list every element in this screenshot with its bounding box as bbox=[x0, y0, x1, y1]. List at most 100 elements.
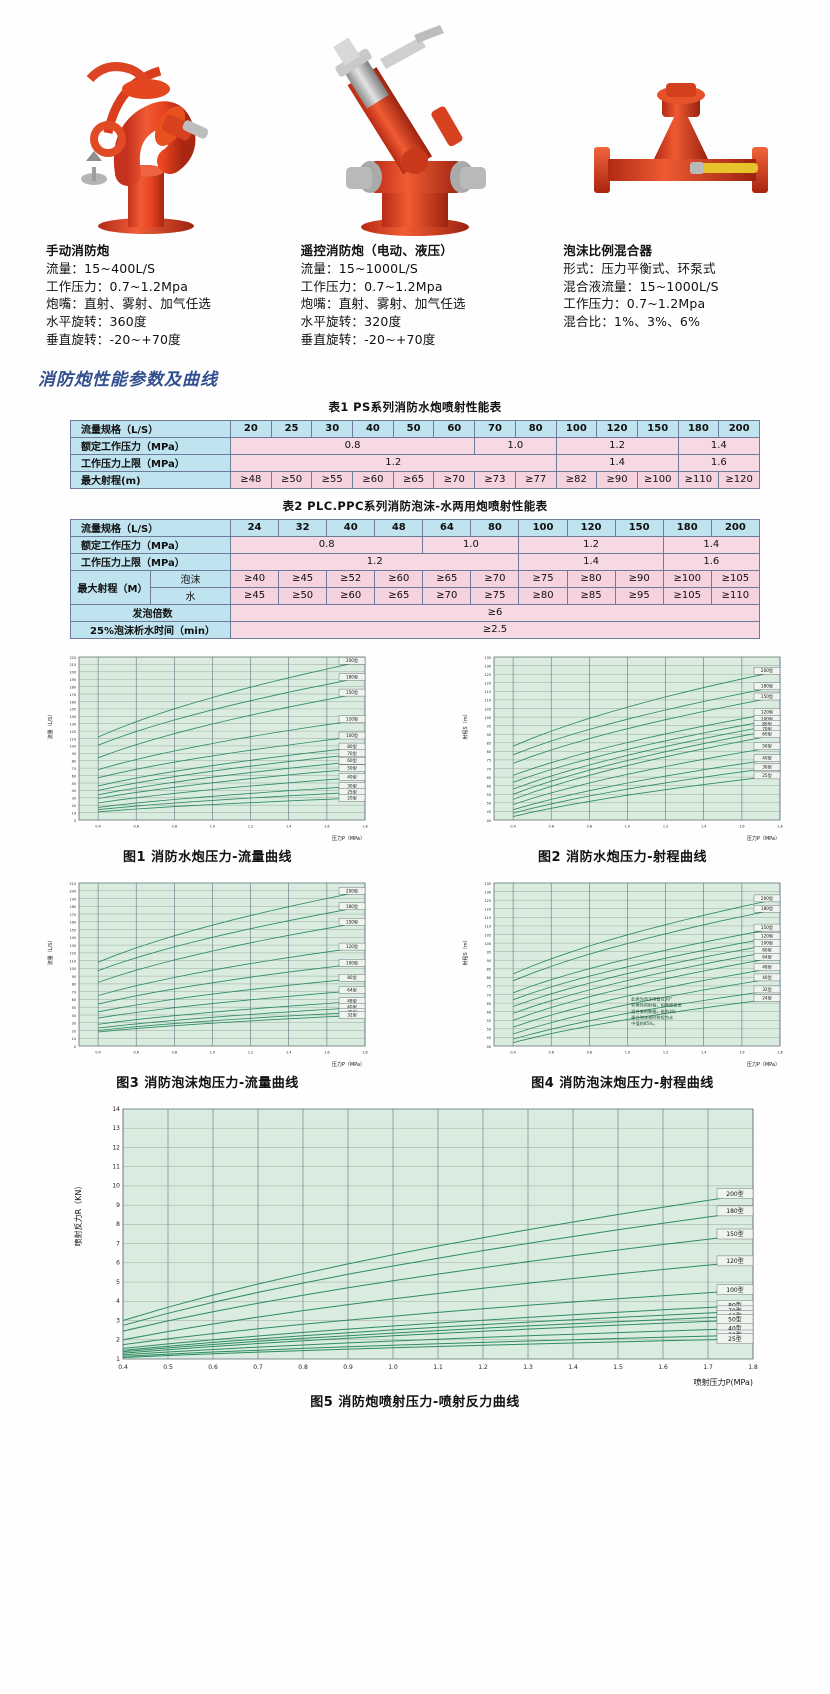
svg-text:1.0: 1.0 bbox=[388, 1364, 398, 1371]
series-label: 32型 bbox=[347, 1011, 357, 1017]
product-card-remote-monitor: 遥控消防炮（电动、液压） 流量：15~1000L/S 工作压力：0.7~1.2M… bbox=[283, 14, 548, 349]
spec-line: 混合比：1%、3%、6% bbox=[563, 314, 701, 329]
svg-text:1.6: 1.6 bbox=[324, 1050, 329, 1054]
series-label: 180型 bbox=[760, 682, 772, 688]
series-line bbox=[97, 961, 365, 1005]
charts-row-1: 0 10 20 30 40 50 60 70 80 90 100 110 120 130 140 150 160… bbox=[0, 647, 830, 865]
svg-text:1.4: 1.4 bbox=[568, 1364, 578, 1371]
svg-text:60: 60 bbox=[71, 774, 75, 778]
max-range-water-cell: ≥95 bbox=[614, 586, 664, 605]
series-label: 40型 bbox=[347, 1003, 357, 1009]
series-label: 100型 bbox=[726, 1285, 743, 1293]
charts-row-2: 0 10 20 30 40 50 60 70 80 90 100 110 120 130 140 150 160… bbox=[0, 873, 830, 1090]
series-line bbox=[512, 757, 780, 810]
series-label: 150型 bbox=[760, 924, 772, 930]
flow-spec-cell: 40 bbox=[326, 518, 376, 537]
y-axis-label: 流量（L/S） bbox=[47, 711, 54, 739]
series-line bbox=[97, 1006, 365, 1029]
svg-text:11: 11 bbox=[112, 1163, 120, 1170]
svg-text:50: 50 bbox=[486, 1027, 490, 1031]
svg-text:90: 90 bbox=[71, 974, 75, 978]
spec-line: 工作压力：0.7~1.2Mpa bbox=[563, 296, 706, 312]
series-line bbox=[512, 733, 780, 800]
upper-pressure-cell: 1.6 bbox=[662, 552, 761, 571]
series-line bbox=[512, 966, 780, 1028]
max-range-foam-cell: ≥80 bbox=[566, 569, 616, 588]
max-range-cell: ≥48 bbox=[230, 470, 272, 489]
series-line bbox=[97, 1000, 365, 1025]
svg-text:0: 0 bbox=[73, 818, 75, 822]
svg-text:1.4: 1.4 bbox=[285, 1050, 290, 1054]
series-line bbox=[512, 685, 780, 755]
table2-wrapper: 表2 PLC.PPC系列消防泡沫-水两用炮喷射性能表 流量规格（L/S） 24 32… bbox=[40, 498, 790, 639]
series-line bbox=[512, 728, 780, 795]
max-range-cell: ≥60 bbox=[352, 470, 394, 489]
svg-text:50: 50 bbox=[486, 801, 490, 805]
svg-text:40: 40 bbox=[486, 1044, 490, 1048]
series-line bbox=[97, 691, 365, 758]
sub-row-label-water: 水 bbox=[150, 586, 231, 605]
svg-text:1.4: 1.4 bbox=[700, 1050, 705, 1054]
chart-svg-fig1: 0 10 20 30 40 50 60 70 80 90 100 110 120 130 140 150 160… bbox=[47, 655, 368, 841]
rated-pressure-cell: 0.8 bbox=[229, 436, 476, 455]
svg-text:80: 80 bbox=[486, 976, 490, 980]
flow-spec-cell: 40 bbox=[352, 419, 394, 438]
flow-spec-cell: 24 bbox=[229, 518, 280, 537]
series-line bbox=[512, 935, 780, 1000]
svg-text:1.0: 1.0 bbox=[624, 824, 629, 828]
svg-text:1.6: 1.6 bbox=[324, 824, 329, 828]
max-range-water-cell: ≥65 bbox=[374, 586, 424, 605]
chart-caption: 图1 消防水炮压力-流量曲线 bbox=[123, 849, 292, 865]
svg-text:0.4: 0.4 bbox=[95, 824, 100, 828]
svg-text:50: 50 bbox=[71, 781, 75, 785]
svg-text:160: 160 bbox=[69, 920, 75, 924]
svg-text:55: 55 bbox=[486, 793, 490, 797]
series-label: 30型 bbox=[347, 782, 357, 788]
series-label: 180型 bbox=[345, 673, 357, 679]
series-label: 80型 bbox=[347, 974, 357, 980]
series-label: 40型 bbox=[762, 754, 772, 760]
series-line bbox=[122, 1288, 754, 1345]
series-label: 150型 bbox=[345, 689, 357, 695]
svg-text:85: 85 bbox=[486, 741, 490, 745]
svg-text:75: 75 bbox=[486, 758, 490, 762]
table-row: 最大射程(m) ≥48 ≥50 ≥55 ≥60 ≥65 ≥70 ≥73 ≥77 ≥82 ≥90 ≥10… bbox=[70, 470, 760, 489]
svg-text:60: 60 bbox=[71, 998, 75, 1002]
svg-text:100: 100 bbox=[484, 941, 490, 945]
product-gallery: 手动消防炮 流量：15~400L/S 工作压力：0.7~1.2Mpa 炮嘴：直射… bbox=[0, 0, 830, 349]
svg-text:1.8: 1.8 bbox=[777, 824, 782, 828]
svg-text:1.2: 1.2 bbox=[662, 824, 667, 828]
series-line bbox=[97, 905, 365, 971]
svg-text:1.7: 1.7 bbox=[703, 1364, 713, 1371]
series-label: 50型 bbox=[762, 742, 772, 748]
svg-text:40: 40 bbox=[71, 1013, 75, 1017]
series-label: 50型 bbox=[728, 1315, 742, 1323]
svg-text:1.3: 1.3 bbox=[523, 1364, 533, 1371]
svg-text:140: 140 bbox=[69, 936, 75, 940]
svg-text:160: 160 bbox=[69, 700, 75, 704]
max-range-foam-cell: ≥45 bbox=[278, 569, 328, 588]
series-line bbox=[97, 989, 365, 1019]
svg-text:50: 50 bbox=[71, 1006, 75, 1010]
max-range-foam-cell: ≥60 bbox=[374, 569, 424, 588]
series-label: 70型 bbox=[762, 725, 772, 731]
svg-text:7: 7 bbox=[116, 1240, 120, 1247]
flow-spec-cell: 200 bbox=[718, 419, 760, 438]
series-line bbox=[512, 765, 780, 814]
series-label: 48型 bbox=[762, 963, 772, 969]
svg-text:110: 110 bbox=[69, 959, 75, 963]
svg-text:2: 2 bbox=[116, 1336, 120, 1343]
svg-text:1.1: 1.1 bbox=[433, 1364, 443, 1371]
svg-text:80: 80 bbox=[71, 982, 75, 986]
product-card-manual-monitor: 手动消防炮 流量：15~400L/S 工作压力：0.7~1.2Mpa 炮嘴：直射… bbox=[18, 14, 283, 349]
x-axis-label: 压力P（MPa） bbox=[331, 1061, 364, 1068]
table-row: 工作压力上限（MPa） 1.2 1.4 1.6 bbox=[70, 453, 761, 472]
max-range-water-cell: ≥85 bbox=[566, 586, 616, 605]
series-label: 30型 bbox=[762, 763, 772, 769]
series-label: 80型 bbox=[762, 720, 772, 726]
flow-spec-cell: 100 bbox=[555, 419, 598, 438]
svg-text:1.2: 1.2 bbox=[478, 1364, 488, 1371]
spec-line: 形式：压力平衡式、环泵式 bbox=[563, 260, 716, 276]
svg-text:70: 70 bbox=[486, 767, 490, 771]
series-label: 180型 bbox=[760, 905, 772, 911]
